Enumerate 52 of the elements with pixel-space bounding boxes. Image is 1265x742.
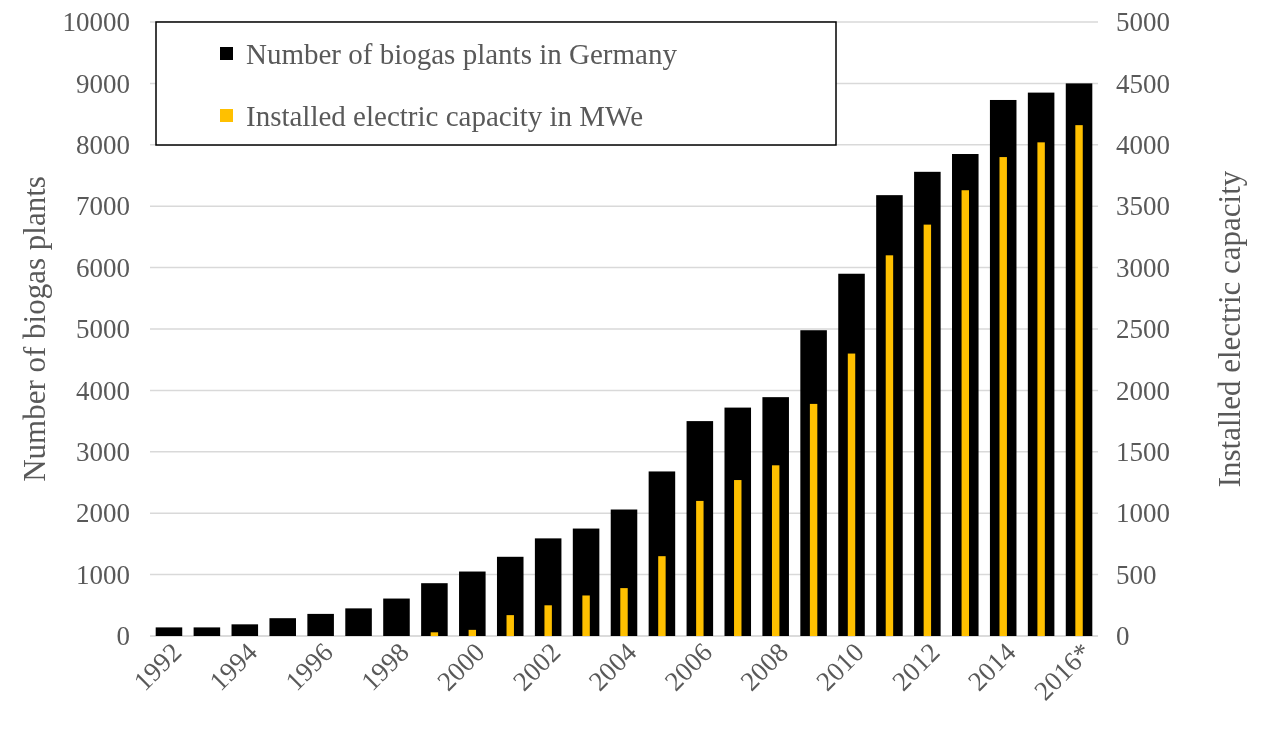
bar: [155, 627, 183, 636]
bar: [961, 190, 969, 636]
bar: [534, 538, 562, 636]
bar: [734, 480, 742, 636]
y2-tick-label: 3000: [1116, 252, 1170, 283]
bar: [620, 588, 628, 636]
y-axis-title: Number of biogas plants: [17, 176, 52, 482]
bar: [459, 571, 486, 636]
y2-tick-label: 500: [1116, 559, 1157, 590]
y2-tick-label: 5000: [1116, 7, 1170, 38]
y-tick-label: 0: [116, 621, 130, 652]
bar: [658, 556, 666, 636]
y2-tick-label: 3500: [1116, 191, 1170, 222]
bar: [582, 595, 590, 636]
bar: [1075, 125, 1083, 636]
y-tick-label: 2000: [76, 498, 130, 529]
y-tick-label: 4000: [76, 375, 130, 406]
y-tick-label: 10000: [62, 7, 130, 38]
y-tick-label: 9000: [76, 68, 130, 99]
bar: [383, 598, 410, 636]
y-tick-label: 1000: [76, 559, 130, 590]
y2-tick-label: 0: [1116, 621, 1130, 652]
bar: [193, 627, 221, 636]
y-tick-label: 5000: [76, 314, 130, 345]
bar: [307, 613, 334, 636]
bar: [696, 500, 704, 636]
y2-tick-label: 4500: [1116, 68, 1170, 99]
bar: [1037, 142, 1045, 636]
y2-tick-label: 4000: [1116, 129, 1170, 160]
bar: [269, 618, 296, 636]
bar: [506, 615, 514, 636]
bar: [421, 583, 448, 636]
bar: [345, 608, 372, 636]
y-tick-label: 7000: [76, 191, 130, 222]
y2-tick-label: 2000: [1116, 375, 1170, 406]
y-tick-label: 6000: [76, 252, 130, 283]
bar: [771, 465, 780, 636]
bar: [999, 157, 1007, 636]
y-tick-label: 8000: [76, 129, 130, 160]
y2-tick-label: 2500: [1116, 314, 1170, 345]
y-tick-label: 3000: [76, 436, 130, 467]
legend-label: Number of biogas plants in Germany: [246, 38, 678, 70]
bar: [544, 605, 552, 636]
bar: [231, 624, 259, 636]
bar: [430, 632, 439, 636]
legend-label: Installed electric capacity in MWe: [246, 100, 644, 132]
bar: [809, 403, 818, 636]
y2-tick-label: 1000: [1116, 498, 1170, 529]
y2-axis-title: Installed electric capacity: [1212, 170, 1247, 488]
y2-tick-label: 1500: [1116, 436, 1170, 467]
bar: [468, 629, 477, 636]
bar: [496, 556, 524, 636]
